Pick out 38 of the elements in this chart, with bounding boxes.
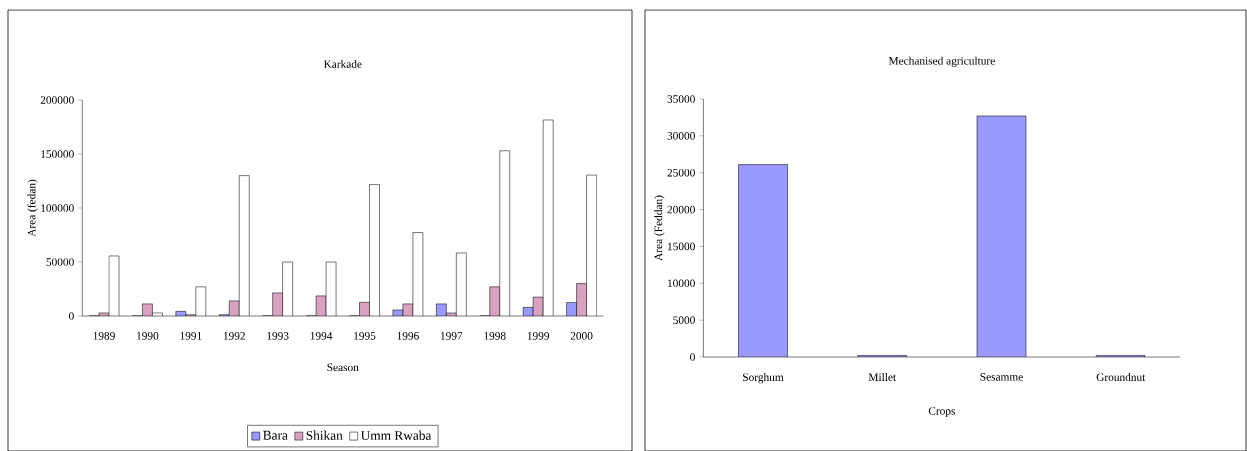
x-tick-label: Sorghum	[743, 373, 784, 384]
y-tick-label: 10000	[668, 279, 695, 288]
y-tick-label: 20000	[667, 205, 695, 214]
y-tick-label: 25000	[667, 168, 695, 177]
x-tick-label: 1989	[93, 332, 115, 340]
x-tick-label: Sesamme	[980, 373, 1023, 381]
y-tick-label: 0	[690, 353, 695, 361]
legend-label: Umm Rwaba	[360, 430, 432, 440]
x-tick-label: 1995	[354, 332, 376, 340]
y-tick-label: 150000	[41, 150, 74, 158]
y-tick-label: 0	[69, 312, 74, 320]
y-axis-title: Area (Feddan)	[654, 195, 665, 261]
x-tick-label: 1999	[527, 332, 550, 340]
x-tick-label: Groundnut	[1096, 373, 1146, 382]
x-tick-label: 1990	[137, 332, 159, 340]
chart-title: Karkade	[323, 59, 362, 68]
x-axis-title: Crops	[928, 407, 955, 418]
x-tick-label: 1998	[484, 332, 506, 340]
legend-label: Bara	[263, 430, 288, 440]
y-tick-label: 50000	[46, 258, 74, 266]
y-tick-label: 100000	[41, 204, 74, 212]
x-tick-label: Millet	[868, 373, 897, 382]
x-tick-label: 1996	[397, 332, 419, 340]
y-axis-title: Area (fedan)	[27, 179, 38, 237]
x-tick-label: 1992	[223, 332, 245, 340]
y-tick-label: 15000	[668, 242, 695, 251]
y-tick-label: 5000	[673, 316, 695, 324]
y-tick-label: 35000	[667, 95, 695, 103]
x-tick-label: 2000	[570, 332, 593, 340]
x-tick-label: 1997	[441, 332, 463, 340]
y-tick-label: 30000	[667, 132, 695, 140]
x-axis-title: Season	[327, 363, 359, 372]
chart-title: Mechanised agriculture	[888, 56, 995, 67]
x-tick-label: 1993	[267, 332, 289, 340]
legend-label: Shikan	[306, 430, 343, 440]
y-tick-label: 200000	[40, 96, 74, 104]
x-tick-label: 1991	[180, 332, 202, 340]
x-tick-label: 1994	[310, 332, 333, 340]
